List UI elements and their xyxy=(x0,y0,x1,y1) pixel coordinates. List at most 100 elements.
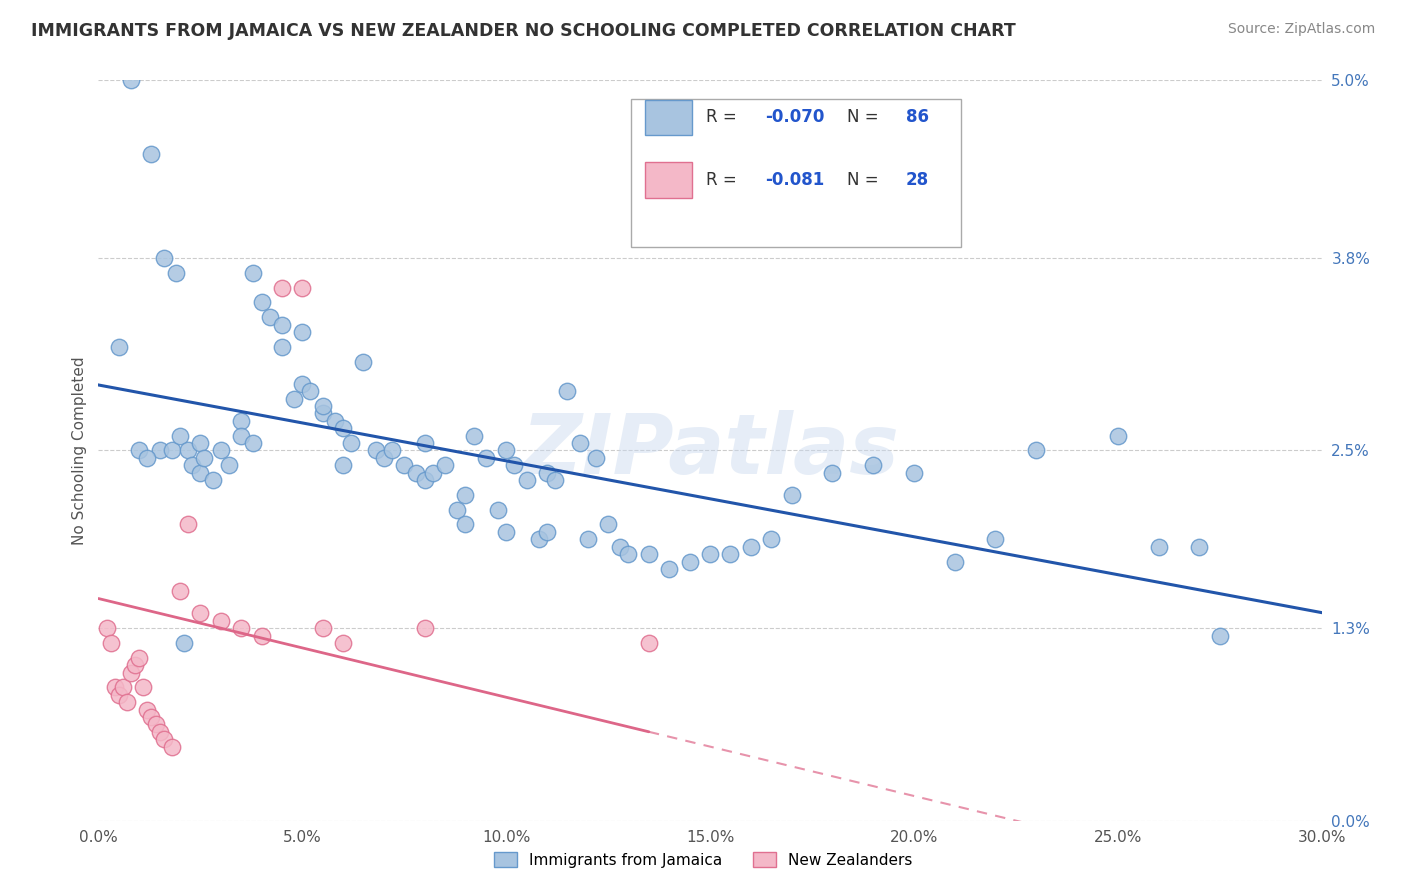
Point xyxy=(141,710,163,724)
Point xyxy=(454,517,477,532)
Point xyxy=(658,562,681,576)
Point xyxy=(454,488,477,502)
Point xyxy=(111,681,134,695)
Point xyxy=(323,414,346,428)
Point xyxy=(1107,428,1129,442)
Point xyxy=(242,266,264,280)
Point xyxy=(209,443,232,458)
Text: -0.081: -0.081 xyxy=(765,171,824,189)
Point xyxy=(984,533,1007,547)
Point xyxy=(218,458,240,473)
Text: N =: N = xyxy=(846,108,884,127)
Point xyxy=(740,540,762,554)
Point xyxy=(1208,628,1232,642)
Point xyxy=(149,724,172,739)
Point xyxy=(516,473,538,487)
Point xyxy=(115,695,138,709)
Point xyxy=(536,466,558,480)
Text: 86: 86 xyxy=(905,108,929,127)
Point xyxy=(312,399,335,413)
Point xyxy=(413,621,436,635)
Point xyxy=(231,621,253,635)
Point xyxy=(413,473,436,487)
Point xyxy=(1188,540,1211,554)
Point xyxy=(332,636,354,650)
Point xyxy=(169,428,191,442)
Point xyxy=(177,517,200,532)
Point xyxy=(332,458,354,473)
FancyBboxPatch shape xyxy=(645,100,692,135)
Text: -0.070: -0.070 xyxy=(765,108,824,127)
Point xyxy=(201,473,224,487)
Point xyxy=(299,384,322,399)
Point xyxy=(136,450,159,465)
Point xyxy=(181,458,204,473)
Point xyxy=(259,310,281,325)
Point xyxy=(544,473,567,487)
Point xyxy=(188,466,212,480)
Text: IMMIGRANTS FROM JAMAICA VS NEW ZEALANDER NO SCHOOLING COMPLETED CORRELATION CHAR: IMMIGRANTS FROM JAMAICA VS NEW ZEALANDER… xyxy=(31,22,1015,40)
Point xyxy=(291,325,314,339)
Point xyxy=(152,732,174,747)
Point xyxy=(503,458,526,473)
Point xyxy=(120,73,142,87)
Point xyxy=(617,547,640,561)
Point xyxy=(637,547,661,561)
Point xyxy=(312,407,335,421)
Point xyxy=(699,547,721,561)
Point xyxy=(555,384,579,399)
Text: ZIPatlas: ZIPatlas xyxy=(522,410,898,491)
Point xyxy=(124,658,146,673)
Point xyxy=(422,466,444,480)
Point xyxy=(270,280,294,294)
Point xyxy=(169,584,191,599)
Point xyxy=(474,450,498,465)
Point xyxy=(679,555,702,569)
Point xyxy=(943,555,966,569)
Point xyxy=(903,466,925,480)
Point xyxy=(609,540,631,554)
Point xyxy=(283,392,305,406)
Point xyxy=(718,547,742,561)
Point xyxy=(250,295,273,310)
Point xyxy=(231,428,253,442)
Point xyxy=(291,280,314,294)
Point xyxy=(381,443,404,458)
Point xyxy=(405,466,427,480)
Point xyxy=(527,533,550,547)
Point xyxy=(104,681,127,695)
Point xyxy=(536,524,558,539)
Point xyxy=(352,354,374,368)
Point xyxy=(193,450,215,465)
Point xyxy=(177,443,200,458)
Point xyxy=(568,436,591,450)
Point xyxy=(231,414,253,428)
Point xyxy=(270,340,294,354)
Point xyxy=(486,502,509,516)
Point xyxy=(188,436,212,450)
Point xyxy=(160,739,183,754)
Point xyxy=(576,533,599,547)
Legend: Immigrants from Jamaica, New Zealanders: Immigrants from Jamaica, New Zealanders xyxy=(488,846,918,873)
Point xyxy=(145,717,167,731)
Text: R =: R = xyxy=(706,171,742,189)
Point xyxy=(780,488,803,502)
Point xyxy=(149,443,172,458)
Text: R =: R = xyxy=(706,108,742,127)
Point xyxy=(463,428,485,442)
Point xyxy=(152,251,174,265)
Point xyxy=(862,458,884,473)
Point xyxy=(1025,443,1047,458)
Point xyxy=(250,628,273,642)
Point xyxy=(446,502,468,516)
FancyBboxPatch shape xyxy=(630,99,960,247)
Point xyxy=(120,665,142,680)
Point xyxy=(128,650,150,665)
Text: N =: N = xyxy=(846,171,884,189)
Point xyxy=(821,466,844,480)
Point xyxy=(188,607,212,621)
Point xyxy=(433,458,456,473)
Point xyxy=(132,681,155,695)
Point xyxy=(141,147,163,161)
Point xyxy=(108,340,131,354)
